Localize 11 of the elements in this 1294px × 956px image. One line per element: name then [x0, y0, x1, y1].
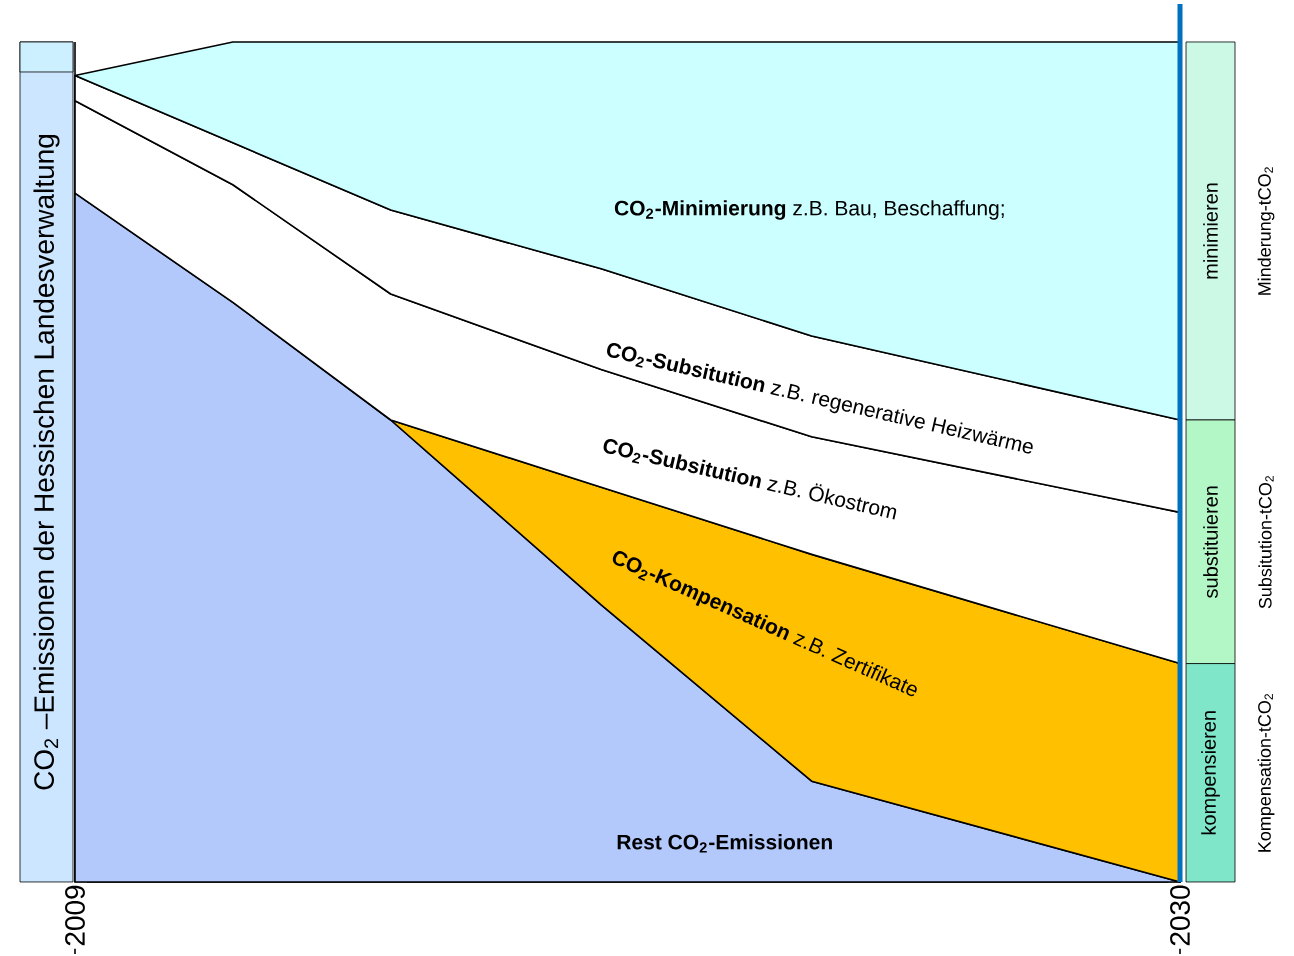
- x-tick-label: 2009: [65, 885, 85, 946]
- text: substituieren: [1203, 486, 1218, 598]
- text: minimieren: [1203, 183, 1218, 279]
- text: kompensieren: [1201, 711, 1220, 835]
- text: Subsitution-tCO$_{2}$: [1258, 476, 1274, 609]
- text: Minderung-tCO$_{2}$: [1257, 167, 1275, 295]
- text: Kompensation-tCO$_{2}$: [1257, 694, 1275, 852]
- text: CO$_{2}$-Minimierung z.B. Bau, Beschaffung;: [614, 200, 1004, 220]
- text: Rest CO$_{2}$-Emissionen: [617, 834, 832, 853]
- y-axis-title: CO$_{2}$ –Emissionen der Hessischen Landesverwaltung: [33, 135, 60, 790]
- x-tick-label: 2030: [1170, 885, 1190, 946]
